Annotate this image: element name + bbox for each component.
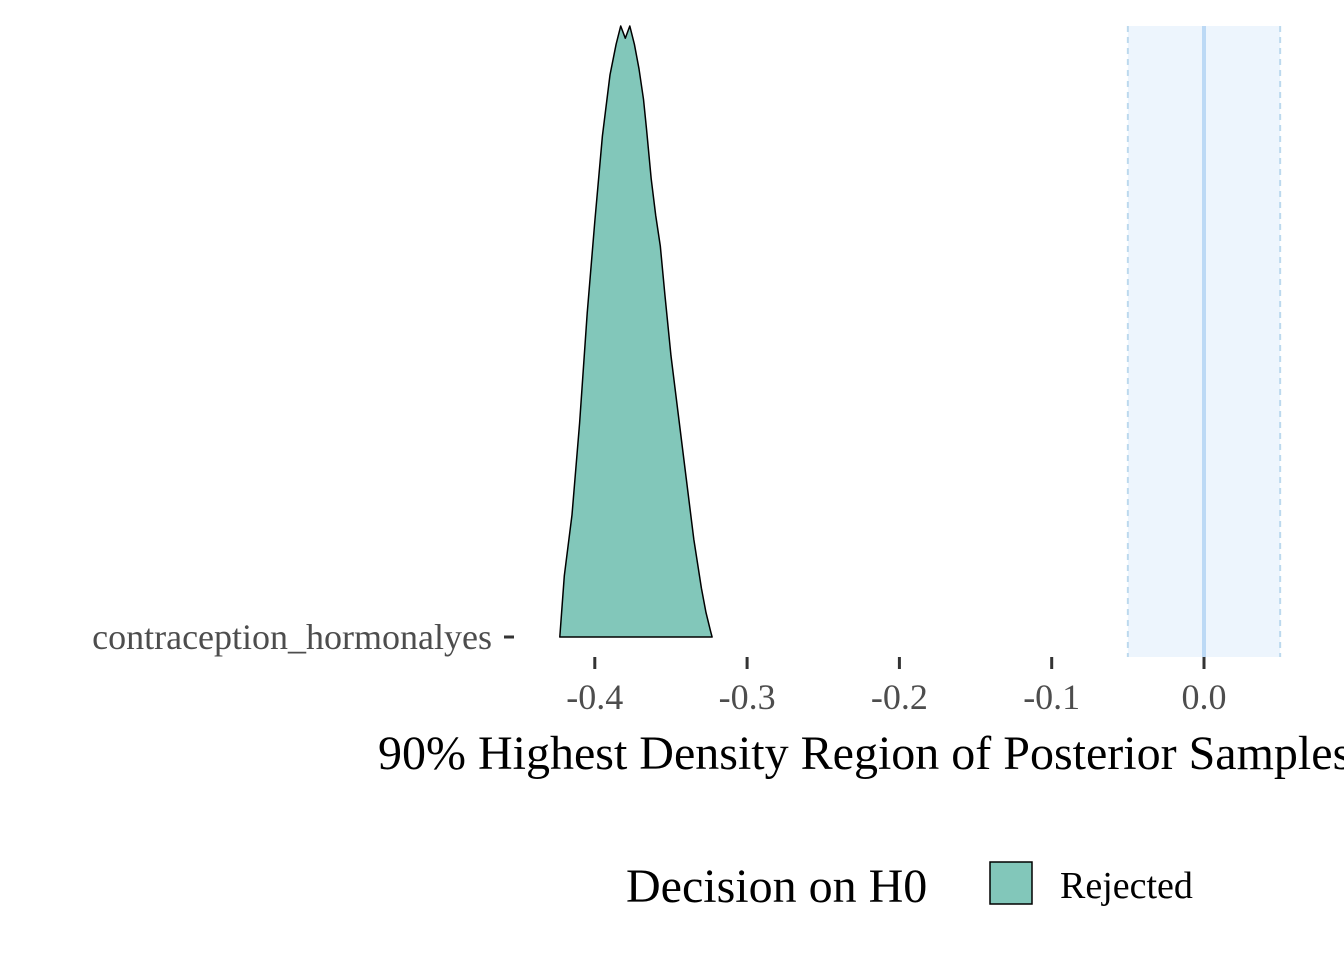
density-ridge-contraception_hormonalyes [559,25,713,638]
legend-label: Rejected [1060,865,1193,907]
legend-swatch [989,861,1033,905]
y-axis: contraception_hormonalyes [92,617,514,657]
density-layer [559,25,713,638]
legend-title: Decision on H0 [626,860,927,913]
y-tick-label: contraception_hormonalyes [92,617,492,657]
x-tick-label: -0.2 [871,677,928,717]
x-tick-label: -0.3 [719,677,776,717]
x-axis: -0.4 -0.3 -0.2 -0.1 0.0 [566,657,1227,717]
x-tick-label: -0.1 [1023,677,1080,717]
rope-region [1126,26,1282,657]
x-axis-title: 90% Highest Density Region of Posterior … [378,727,1344,780]
x-tick-label: 0.0 [1182,677,1227,717]
x-tick-label: -0.4 [566,677,623,717]
legend: Decision on H0 Rejected [626,860,1193,913]
